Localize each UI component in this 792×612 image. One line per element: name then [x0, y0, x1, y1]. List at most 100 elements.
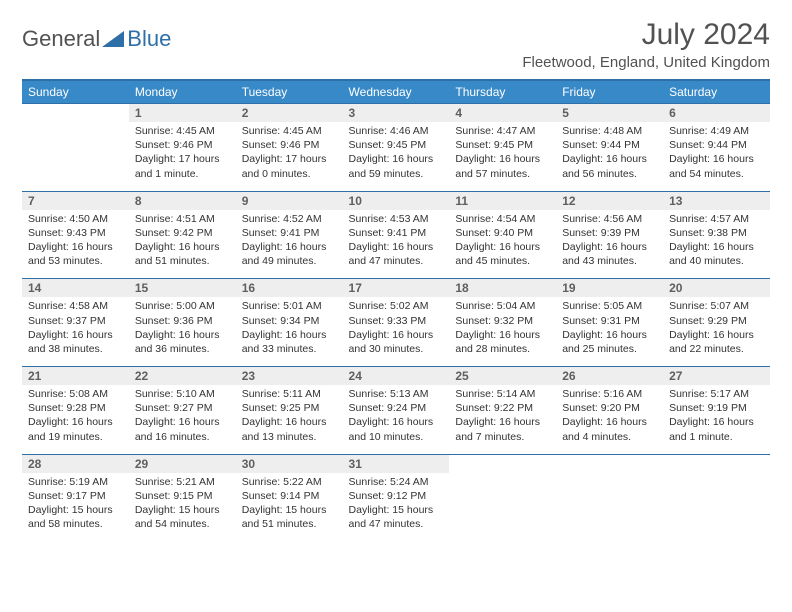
daylight-text: Daylight: 16 hours and 22 minutes.	[669, 328, 764, 356]
day-number: 28	[22, 454, 129, 473]
calendar-table: Sunday Monday Tuesday Wednesday Thursday…	[22, 79, 770, 541]
day-header-row: Sunday Monday Tuesday Wednesday Thursday…	[22, 80, 770, 104]
day-number: 1	[129, 104, 236, 123]
sunset-text: Sunset: 9:27 PM	[135, 401, 230, 415]
sunrise-text: Sunrise: 4:57 AM	[669, 212, 764, 226]
day-number: 21	[22, 367, 129, 386]
sunset-text: Sunset: 9:12 PM	[349, 489, 444, 503]
week-number-row: 78910111213	[22, 191, 770, 210]
day-number: 9	[236, 191, 343, 210]
day-number: 29	[129, 454, 236, 473]
day-number: 12	[556, 191, 663, 210]
day-cell: Sunrise: 5:11 AMSunset: 9:25 PMDaylight:…	[236, 385, 343, 454]
day-cell: Sunrise: 4:53 AMSunset: 9:41 PMDaylight:…	[343, 210, 450, 279]
day-number: 23	[236, 367, 343, 386]
sunrise-text: Sunrise: 5:11 AM	[242, 387, 337, 401]
day-cell: Sunrise: 4:58 AMSunset: 9:37 PMDaylight:…	[22, 297, 129, 366]
day-number	[449, 454, 556, 473]
daylight-text: Daylight: 16 hours and 57 minutes.	[455, 152, 550, 180]
day-header: Saturday	[663, 80, 770, 104]
sunset-text: Sunset: 9:43 PM	[28, 226, 123, 240]
daylight-text: Daylight: 16 hours and 7 minutes.	[455, 415, 550, 443]
sunset-text: Sunset: 9:15 PM	[135, 489, 230, 503]
sunrise-text: Sunrise: 4:47 AM	[455, 124, 550, 138]
day-number: 22	[129, 367, 236, 386]
day-number	[556, 454, 663, 473]
sunset-text: Sunset: 9:24 PM	[349, 401, 444, 415]
daylight-text: Daylight: 16 hours and 54 minutes.	[669, 152, 764, 180]
day-cell	[663, 473, 770, 542]
sunset-text: Sunset: 9:14 PM	[242, 489, 337, 503]
day-number: 30	[236, 454, 343, 473]
sunset-text: Sunset: 9:45 PM	[455, 138, 550, 152]
daylight-text: Daylight: 16 hours and 10 minutes.	[349, 415, 444, 443]
day-number: 2	[236, 104, 343, 123]
day-cell: Sunrise: 4:49 AMSunset: 9:44 PMDaylight:…	[663, 122, 770, 191]
sunset-text: Sunset: 9:37 PM	[28, 314, 123, 328]
sunrise-text: Sunrise: 5:17 AM	[669, 387, 764, 401]
daylight-text: Daylight: 16 hours and 51 minutes.	[135, 240, 230, 268]
sunset-text: Sunset: 9:31 PM	[562, 314, 657, 328]
day-number: 17	[343, 279, 450, 298]
sunrise-text: Sunrise: 4:45 AM	[242, 124, 337, 138]
day-number: 16	[236, 279, 343, 298]
sunset-text: Sunset: 9:36 PM	[135, 314, 230, 328]
day-cell: Sunrise: 5:13 AMSunset: 9:24 PMDaylight:…	[343, 385, 450, 454]
sunset-text: Sunset: 9:38 PM	[669, 226, 764, 240]
daylight-text: Daylight: 16 hours and 40 minutes.	[669, 240, 764, 268]
day-number: 14	[22, 279, 129, 298]
day-number: 4	[449, 104, 556, 123]
day-cell: Sunrise: 4:45 AMSunset: 9:46 PMDaylight:…	[236, 122, 343, 191]
sunrise-text: Sunrise: 5:01 AM	[242, 299, 337, 313]
sunset-text: Sunset: 9:46 PM	[135, 138, 230, 152]
sunrise-text: Sunrise: 4:49 AM	[669, 124, 764, 138]
day-cell: Sunrise: 5:08 AMSunset: 9:28 PMDaylight:…	[22, 385, 129, 454]
sunrise-text: Sunrise: 4:45 AM	[135, 124, 230, 138]
day-header: Monday	[129, 80, 236, 104]
day-cell: Sunrise: 5:16 AMSunset: 9:20 PMDaylight:…	[556, 385, 663, 454]
day-cell	[556, 473, 663, 542]
sunset-text: Sunset: 9:44 PM	[562, 138, 657, 152]
day-cell: Sunrise: 5:07 AMSunset: 9:29 PMDaylight:…	[663, 297, 770, 366]
day-number: 27	[663, 367, 770, 386]
day-number: 25	[449, 367, 556, 386]
day-cell: Sunrise: 5:21 AMSunset: 9:15 PMDaylight:…	[129, 473, 236, 542]
day-cell: Sunrise: 5:00 AMSunset: 9:36 PMDaylight:…	[129, 297, 236, 366]
daylight-text: Daylight: 17 hours and 1 minute.	[135, 152, 230, 180]
day-cell: Sunrise: 5:02 AMSunset: 9:33 PMDaylight:…	[343, 297, 450, 366]
sunrise-text: Sunrise: 5:22 AM	[242, 475, 337, 489]
sunset-text: Sunset: 9:29 PM	[669, 314, 764, 328]
day-number: 19	[556, 279, 663, 298]
day-number: 18	[449, 279, 556, 298]
day-cell: Sunrise: 4:51 AMSunset: 9:42 PMDaylight:…	[129, 210, 236, 279]
sunrise-text: Sunrise: 4:54 AM	[455, 212, 550, 226]
day-number: 31	[343, 454, 450, 473]
header-right: July 2024 Fleetwood, England, United Kin…	[522, 18, 770, 71]
week-number-row: 28293031	[22, 454, 770, 473]
day-number: 20	[663, 279, 770, 298]
sunrise-text: Sunrise: 5:24 AM	[349, 475, 444, 489]
day-cell: Sunrise: 4:57 AMSunset: 9:38 PMDaylight:…	[663, 210, 770, 279]
sunrise-text: Sunrise: 4:58 AM	[28, 299, 123, 313]
daylight-text: Daylight: 16 hours and 59 minutes.	[349, 152, 444, 180]
day-number: 7	[22, 191, 129, 210]
daylight-text: Daylight: 16 hours and 30 minutes.	[349, 328, 444, 356]
day-number: 10	[343, 191, 450, 210]
sunrise-text: Sunrise: 5:16 AM	[562, 387, 657, 401]
sunrise-text: Sunrise: 4:48 AM	[562, 124, 657, 138]
day-cell: Sunrise: 4:50 AMSunset: 9:43 PMDaylight:…	[22, 210, 129, 279]
sunrise-text: Sunrise: 5:00 AM	[135, 299, 230, 313]
day-header: Wednesday	[343, 80, 450, 104]
sunset-text: Sunset: 9:40 PM	[455, 226, 550, 240]
week-info-row: Sunrise: 4:58 AMSunset: 9:37 PM Daylight:…	[22, 297, 770, 366]
day-number: 15	[129, 279, 236, 298]
sunrise-text: Sunrise: 5:10 AM	[135, 387, 230, 401]
week-info-row: Sunrise: 5:08 AMSunset: 9:28 PMDaylight:…	[22, 385, 770, 454]
sunrise-text: Sunrise: 5:04 AM	[455, 299, 550, 313]
daylight-text: Daylight: 15 hours and 58 minutes.	[28, 503, 123, 531]
sunset-text: Sunset: 9:33 PM	[349, 314, 444, 328]
daylight-text: Daylight: 16 hours and 53 minutes.	[28, 240, 123, 268]
day-cell: Sunrise: 5:17 AMSunset: 9:19 PMDaylight:…	[663, 385, 770, 454]
day-number: 11	[449, 191, 556, 210]
day-cell: Sunrise: 4:52 AMSunset: 9:41 PMDaylight:…	[236, 210, 343, 279]
